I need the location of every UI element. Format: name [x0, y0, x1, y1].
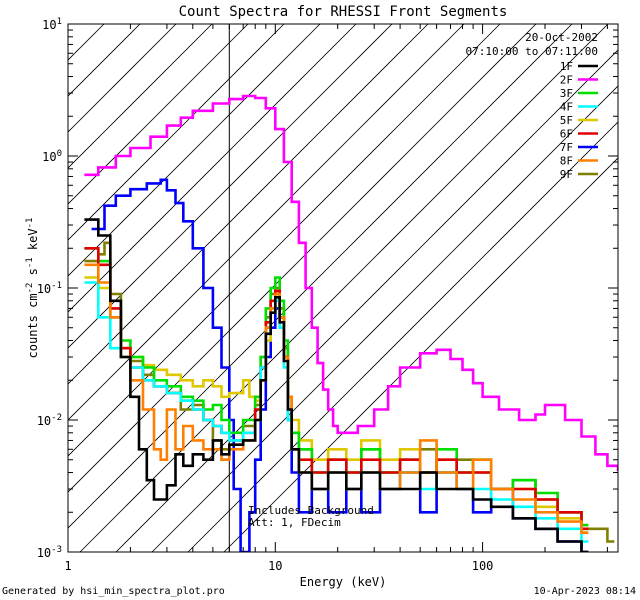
series-4f-line [84, 281, 589, 543]
series-8f-line [84, 263, 589, 534]
hatch-line [68, 24, 357, 313]
hatch-line [68, 24, 249, 205]
hatch-line [68, 24, 429, 385]
x-tick-label: 1 [64, 559, 71, 573]
chart-title: Count Spectra for RHESSI Front Segments [179, 4, 508, 20]
hatch-line [68, 24, 465, 421]
y-tick-label-base: 10 [37, 282, 51, 296]
y-axis-label-tail: keV [26, 228, 40, 257]
hatch-line [68, 24, 213, 169]
y-tick-label-exp: -3 [51, 545, 62, 555]
y-tick-label: 10-1 [37, 281, 62, 296]
y-axis-label-exp1: -2 [25, 283, 35, 294]
y-tick-label-base: 10 [42, 18, 56, 32]
hatch-line [68, 24, 501, 457]
y-tick-label-base: 10 [42, 150, 56, 164]
y-axis-label-exp2: -1 [25, 257, 35, 268]
y-axis-label-mid: s [26, 268, 40, 282]
hatch-line [68, 24, 393, 349]
y-tick-label: 10-2 [37, 413, 62, 428]
y-tick-label-base: 10 [37, 414, 51, 428]
y-tick-label-exp: 0 [57, 149, 62, 159]
y-axis-label-base: counts cm [26, 293, 40, 358]
footer-generated: Generated by hsi_min_spectra_plot.pro [2, 586, 225, 597]
y-tick-label-exp: -1 [51, 281, 62, 291]
legend-label-9f: 9F [560, 168, 573, 181]
y-tick-label-exp: -2 [51, 413, 62, 423]
x-tick-label: 100 [472, 559, 494, 573]
hatch-line [79, 24, 609, 552]
annotation-background: Includes Background [248, 504, 374, 517]
legend-label-8f: 8F [560, 155, 573, 168]
legend-label-7f: 7F [560, 141, 573, 154]
y-tick-label: 101 [42, 17, 62, 32]
x-axis: 1 10 100 [64, 24, 608, 573]
y-tick-label-exp: 1 [57, 17, 62, 27]
hatch-line [68, 24, 321, 277]
legend-label-3f: 3F [560, 87, 573, 100]
y-tick-label-base: 10 [37, 546, 51, 560]
legend-label-5f: 5F [560, 114, 573, 127]
y-axis-label: counts cm-2 s-1 keV-1 [25, 218, 40, 359]
hatch-line [151, 85, 618, 552]
series-2f-line [84, 94, 618, 471]
y-tick-label: 100 [42, 149, 62, 164]
series-layer [84, 94, 618, 552]
annotation-attenuator: Att: 1, FDecim [248, 516, 341, 529]
y-tick-label: 10-3 [37, 545, 62, 560]
legend-label-6f: 6F [560, 128, 573, 141]
x-tick-label: 10 [268, 559, 282, 573]
legend-label-1f: 1F [560, 60, 573, 73]
footer-timestamp: 10-Apr-2023 08:14 [534, 586, 636, 597]
hatch-line [187, 121, 618, 552]
x-axis-label: Energy (keV) [300, 575, 387, 589]
legend-label-4f: 4F [560, 101, 573, 114]
series-1f-line [84, 218, 589, 552]
hatch-line [115, 49, 618, 552]
time-range-label: 07:10:00 to 07:11:00 [466, 45, 598, 58]
date-label: 20-Oct-2002 [525, 31, 598, 44]
y-axis-label-exp3: -1 [25, 218, 35, 229]
legend-label-2f: 2F [560, 74, 573, 87]
hatch-line [68, 24, 177, 133]
